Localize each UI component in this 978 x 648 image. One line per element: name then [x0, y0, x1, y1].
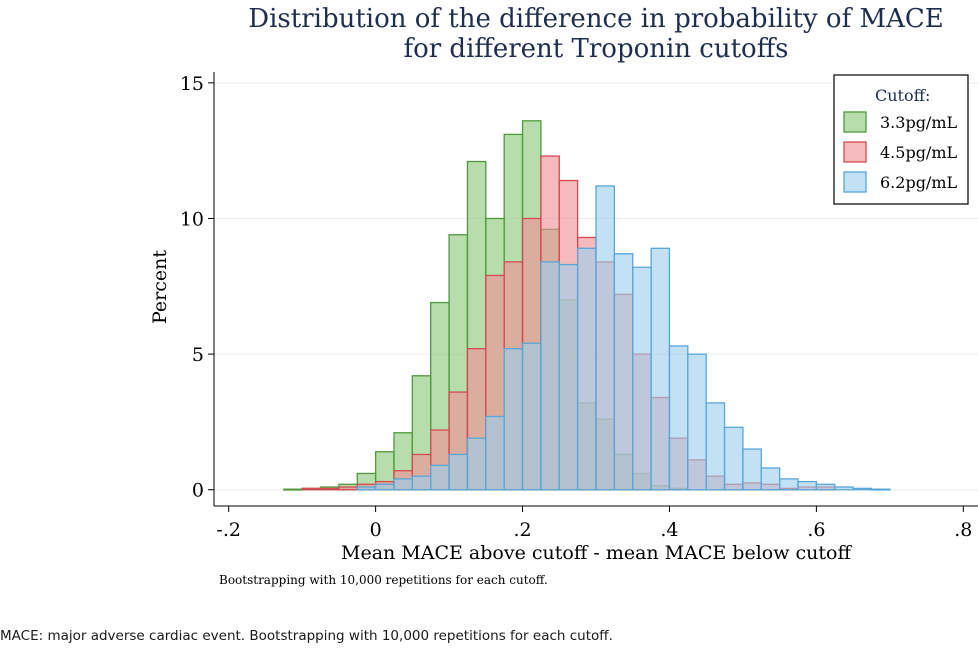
- legend-label-3: 6.2pg/mL: [880, 173, 957, 192]
- histogram-bar-s3-11: [540, 261, 560, 491]
- y-tick-label-0: 0: [192, 480, 204, 502]
- histogram-bar-s1-1: [283, 488, 303, 491]
- histogram-bar-s3-12: [558, 263, 579, 491]
- x-tick-label-5: .6: [807, 519, 825, 541]
- histogram-bar-s3-21: [723, 426, 744, 491]
- x-tick-label-4: .4: [660, 519, 678, 541]
- histogram-bar-s3-26: [815, 483, 836, 491]
- legend-swatch-1: [843, 111, 867, 133]
- histogram-bar-s3-28: [852, 487, 873, 491]
- y-axis-ticks: 0 5 10 15: [180, 73, 214, 502]
- histogram-bar-s3-23: [760, 467, 781, 491]
- legend-title: Cutoff:: [875, 86, 930, 105]
- histogram-bar-s3-15: [613, 253, 634, 491]
- histogram-bar-s3-24: [779, 478, 799, 491]
- chart-note: Bootstrapping with 10,000 repetitions fo…: [219, 573, 548, 587]
- x-tick-label-3: .2: [513, 519, 531, 541]
- y-tick-label-15: 15: [180, 73, 204, 95]
- histogram-bar-s3-6: [448, 453, 469, 491]
- histogram-bar-s3-4: [411, 475, 432, 491]
- legend-label-1: 3.3pg/mL: [880, 113, 957, 132]
- histogram-bar-s3-9: [503, 348, 524, 491]
- figure-caption: MACE: major adverse cardiac event. Boots…: [0, 628, 613, 644]
- series-3: [356, 185, 891, 491]
- histogram-bar-s3-20: [705, 402, 726, 491]
- legend-swatch-2: [843, 141, 867, 163]
- histogram-bar-s3-16: [632, 266, 652, 491]
- histogram-bar-s3-13: [576, 247, 597, 491]
- x-tick-label-2: 0: [370, 519, 382, 541]
- histogram-bar-s2-1: [301, 487, 322, 491]
- histogram-bar-s3-17: [650, 247, 671, 491]
- y-axis-label: Percent: [149, 250, 171, 324]
- legend-label-2: 4.5pg/mL: [880, 143, 957, 162]
- histogram-bar-s3-25: [797, 480, 818, 491]
- x-axis-ticks: -.2 0 .2 .4 .6 .8: [216, 506, 972, 541]
- x-tick-label-1: -.2: [216, 519, 241, 541]
- histogram-bar-s3-29: [870, 488, 891, 491]
- histogram-bars: [283, 120, 891, 491]
- x-tick-label-6: .8: [954, 519, 972, 541]
- histogram-bar-s3-18: [668, 345, 689, 491]
- histogram-bar-s3-27: [834, 486, 854, 491]
- y-tick-label-5: 5: [192, 344, 204, 366]
- histogram-bar-s3-10: [521, 342, 542, 491]
- histogram-bar-s3-1: [356, 486, 377, 491]
- histogram-chart: Distribution of the difference in probab…: [149, 4, 978, 587]
- histogram-bar-s3-7: [466, 437, 487, 491]
- x-axis-label: Mean MACE above cutoff - mean MACE below…: [341, 542, 852, 564]
- histogram-bar-s3-19: [687, 353, 707, 491]
- histogram-bar-s3-22: [742, 448, 762, 491]
- histogram-bar-s3-8: [485, 415, 505, 491]
- legend-swatch-3: [843, 171, 867, 193]
- histogram-bar-s3-3: [393, 478, 413, 491]
- y-tick-label-10: 10: [180, 208, 204, 230]
- chart-title-line-2: for different Troponin cutoffs: [403, 34, 788, 64]
- chart-title-line-1: Distribution of the difference in probab…: [248, 4, 944, 34]
- histogram-bar-s3-14: [595, 185, 616, 491]
- histogram-bar-s2-3: [338, 486, 358, 491]
- histogram-bar-s2-2: [319, 487, 340, 491]
- histogram-bar-s3-5: [430, 464, 450, 491]
- legend: Cutoff: 3.3pg/mL 4.5pg/mL 6.2pg/mL: [833, 74, 969, 205]
- histogram-bar-s3-2: [374, 483, 395, 491]
